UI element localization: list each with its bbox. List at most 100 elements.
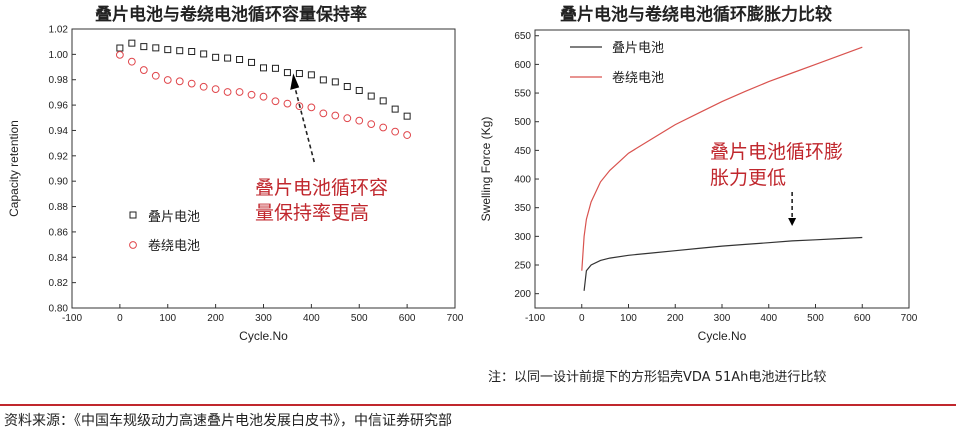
annotation-arrow (294, 88, 315, 163)
data-point (295, 70, 303, 78)
data-point (295, 102, 304, 111)
data-point (319, 109, 328, 118)
y-tick-label: 400 (514, 175, 531, 186)
data-point (331, 78, 339, 86)
data-point (139, 66, 148, 74)
data-point (236, 56, 244, 64)
y-tick-label: 0.92 (49, 151, 69, 162)
data-point (140, 43, 148, 51)
data-point (151, 71, 160, 80)
x-tick-label: 100 (159, 313, 176, 324)
source-text: 资料来源：《中国车规级动力高速叠片电池发展白皮书》，中信证券研究部 (4, 413, 452, 429)
data-point (115, 50, 124, 59)
x-tick-label: 0 (117, 313, 123, 324)
y-tick-label: 300 (514, 232, 531, 243)
data-point (116, 44, 124, 52)
footnote: 注：以同一设计前提下的方形铝壳VDA 51Ah电池进行比较 (488, 370, 827, 385)
legend-label-wound: 卷绕电池 (612, 70, 664, 86)
x-tick-label: 0 (579, 313, 585, 324)
x-tick-label: 700 (447, 313, 464, 324)
data-point (367, 92, 375, 100)
series-line-wound (581, 46, 863, 271)
legend-marker-wound (129, 241, 137, 249)
legend-label-stacked: 叠片电池 (612, 41, 664, 56)
x-tick-label: 700 (901, 313, 918, 324)
legend-label-stacked: 叠片电池 (148, 210, 200, 225)
y-tick-label: 0.98 (49, 75, 69, 86)
right-chart-title: 叠片电池与卷绕电池循环膨胀力比较 (560, 5, 832, 25)
y-tick-label: 1.02 (49, 25, 69, 36)
x-tick-label: 200 (207, 313, 224, 324)
data-point (188, 48, 196, 56)
data-point (391, 105, 399, 113)
x-tick-label: 400 (303, 313, 320, 324)
x-tick-label: -100 (62, 313, 82, 324)
data-point (128, 39, 136, 47)
series-wound (115, 50, 412, 139)
data-point (175, 77, 184, 86)
data-point (391, 127, 400, 136)
x-tick-label: 400 (760, 313, 777, 324)
data-point (260, 64, 267, 72)
x-tick-label: 100 (620, 313, 637, 324)
y-tick-label: 350 (514, 203, 531, 214)
legend-label-wound: 卷绕电池 (148, 238, 200, 254)
data-point (200, 50, 208, 58)
y-tick-label: 500 (514, 117, 531, 128)
x-tick-label: 300 (714, 313, 731, 324)
x-tick-label: 600 (854, 313, 871, 324)
data-point (224, 54, 232, 62)
data-point (247, 90, 256, 99)
y-tick-label: 0.96 (49, 101, 69, 112)
left-chart-title: 叠片电池与卷绕电池循环容量保持率 (95, 5, 367, 25)
x-tick-label: 500 (351, 313, 368, 324)
data-point (163, 76, 172, 84)
annotation-line-1: 叠片电池循环膨 (710, 141, 843, 163)
y-tick-label: 250 (514, 261, 531, 272)
x-tick-label: 500 (807, 313, 824, 324)
y-tick-label: 1.00 (49, 50, 69, 61)
data-point (127, 57, 136, 66)
data-point (343, 83, 351, 91)
data-point (379, 123, 388, 132)
data-point (379, 97, 387, 105)
x-tick-label: -100 (525, 313, 545, 324)
data-point (283, 69, 291, 77)
y-tick-label: 200 (514, 289, 531, 300)
y-tick-label: 450 (514, 146, 531, 157)
y-tick-label: 0.88 (49, 202, 69, 213)
data-point (355, 116, 364, 125)
y-tick-label: 0.90 (49, 177, 69, 188)
data-point (307, 71, 315, 79)
series-stacked (116, 39, 411, 120)
data-point (403, 131, 412, 139)
data-point (307, 103, 316, 112)
data-point (319, 76, 327, 84)
series-line-stacked (583, 236, 863, 291)
data-point (212, 53, 220, 61)
x-axis-label: Cycle.No (698, 329, 747, 343)
divider-line (0, 404, 956, 406)
data-point (164, 46, 172, 54)
data-point (176, 47, 184, 55)
data-point (259, 92, 268, 101)
data-point (248, 58, 256, 66)
annotation-arrowhead (290, 73, 300, 90)
y-tick-label: 0.86 (49, 227, 69, 238)
y-tick-label: 0.82 (49, 278, 69, 289)
y-axis-label: Capacity retention (7, 120, 21, 217)
data-point (367, 120, 376, 128)
data-point (235, 88, 244, 96)
x-tick-label: 200 (667, 313, 684, 324)
data-point (211, 85, 220, 93)
data-point (403, 112, 411, 120)
data-point (152, 44, 160, 52)
annotation-arrowhead (788, 218, 797, 226)
data-point (343, 114, 352, 123)
y-tick-label: 0.80 (49, 304, 69, 315)
x-tick-label: 600 (399, 313, 416, 324)
legend-marker-stacked (129, 211, 137, 219)
y-axis-label: Swelling Force (Kg) (479, 117, 493, 222)
data-point (187, 79, 196, 88)
